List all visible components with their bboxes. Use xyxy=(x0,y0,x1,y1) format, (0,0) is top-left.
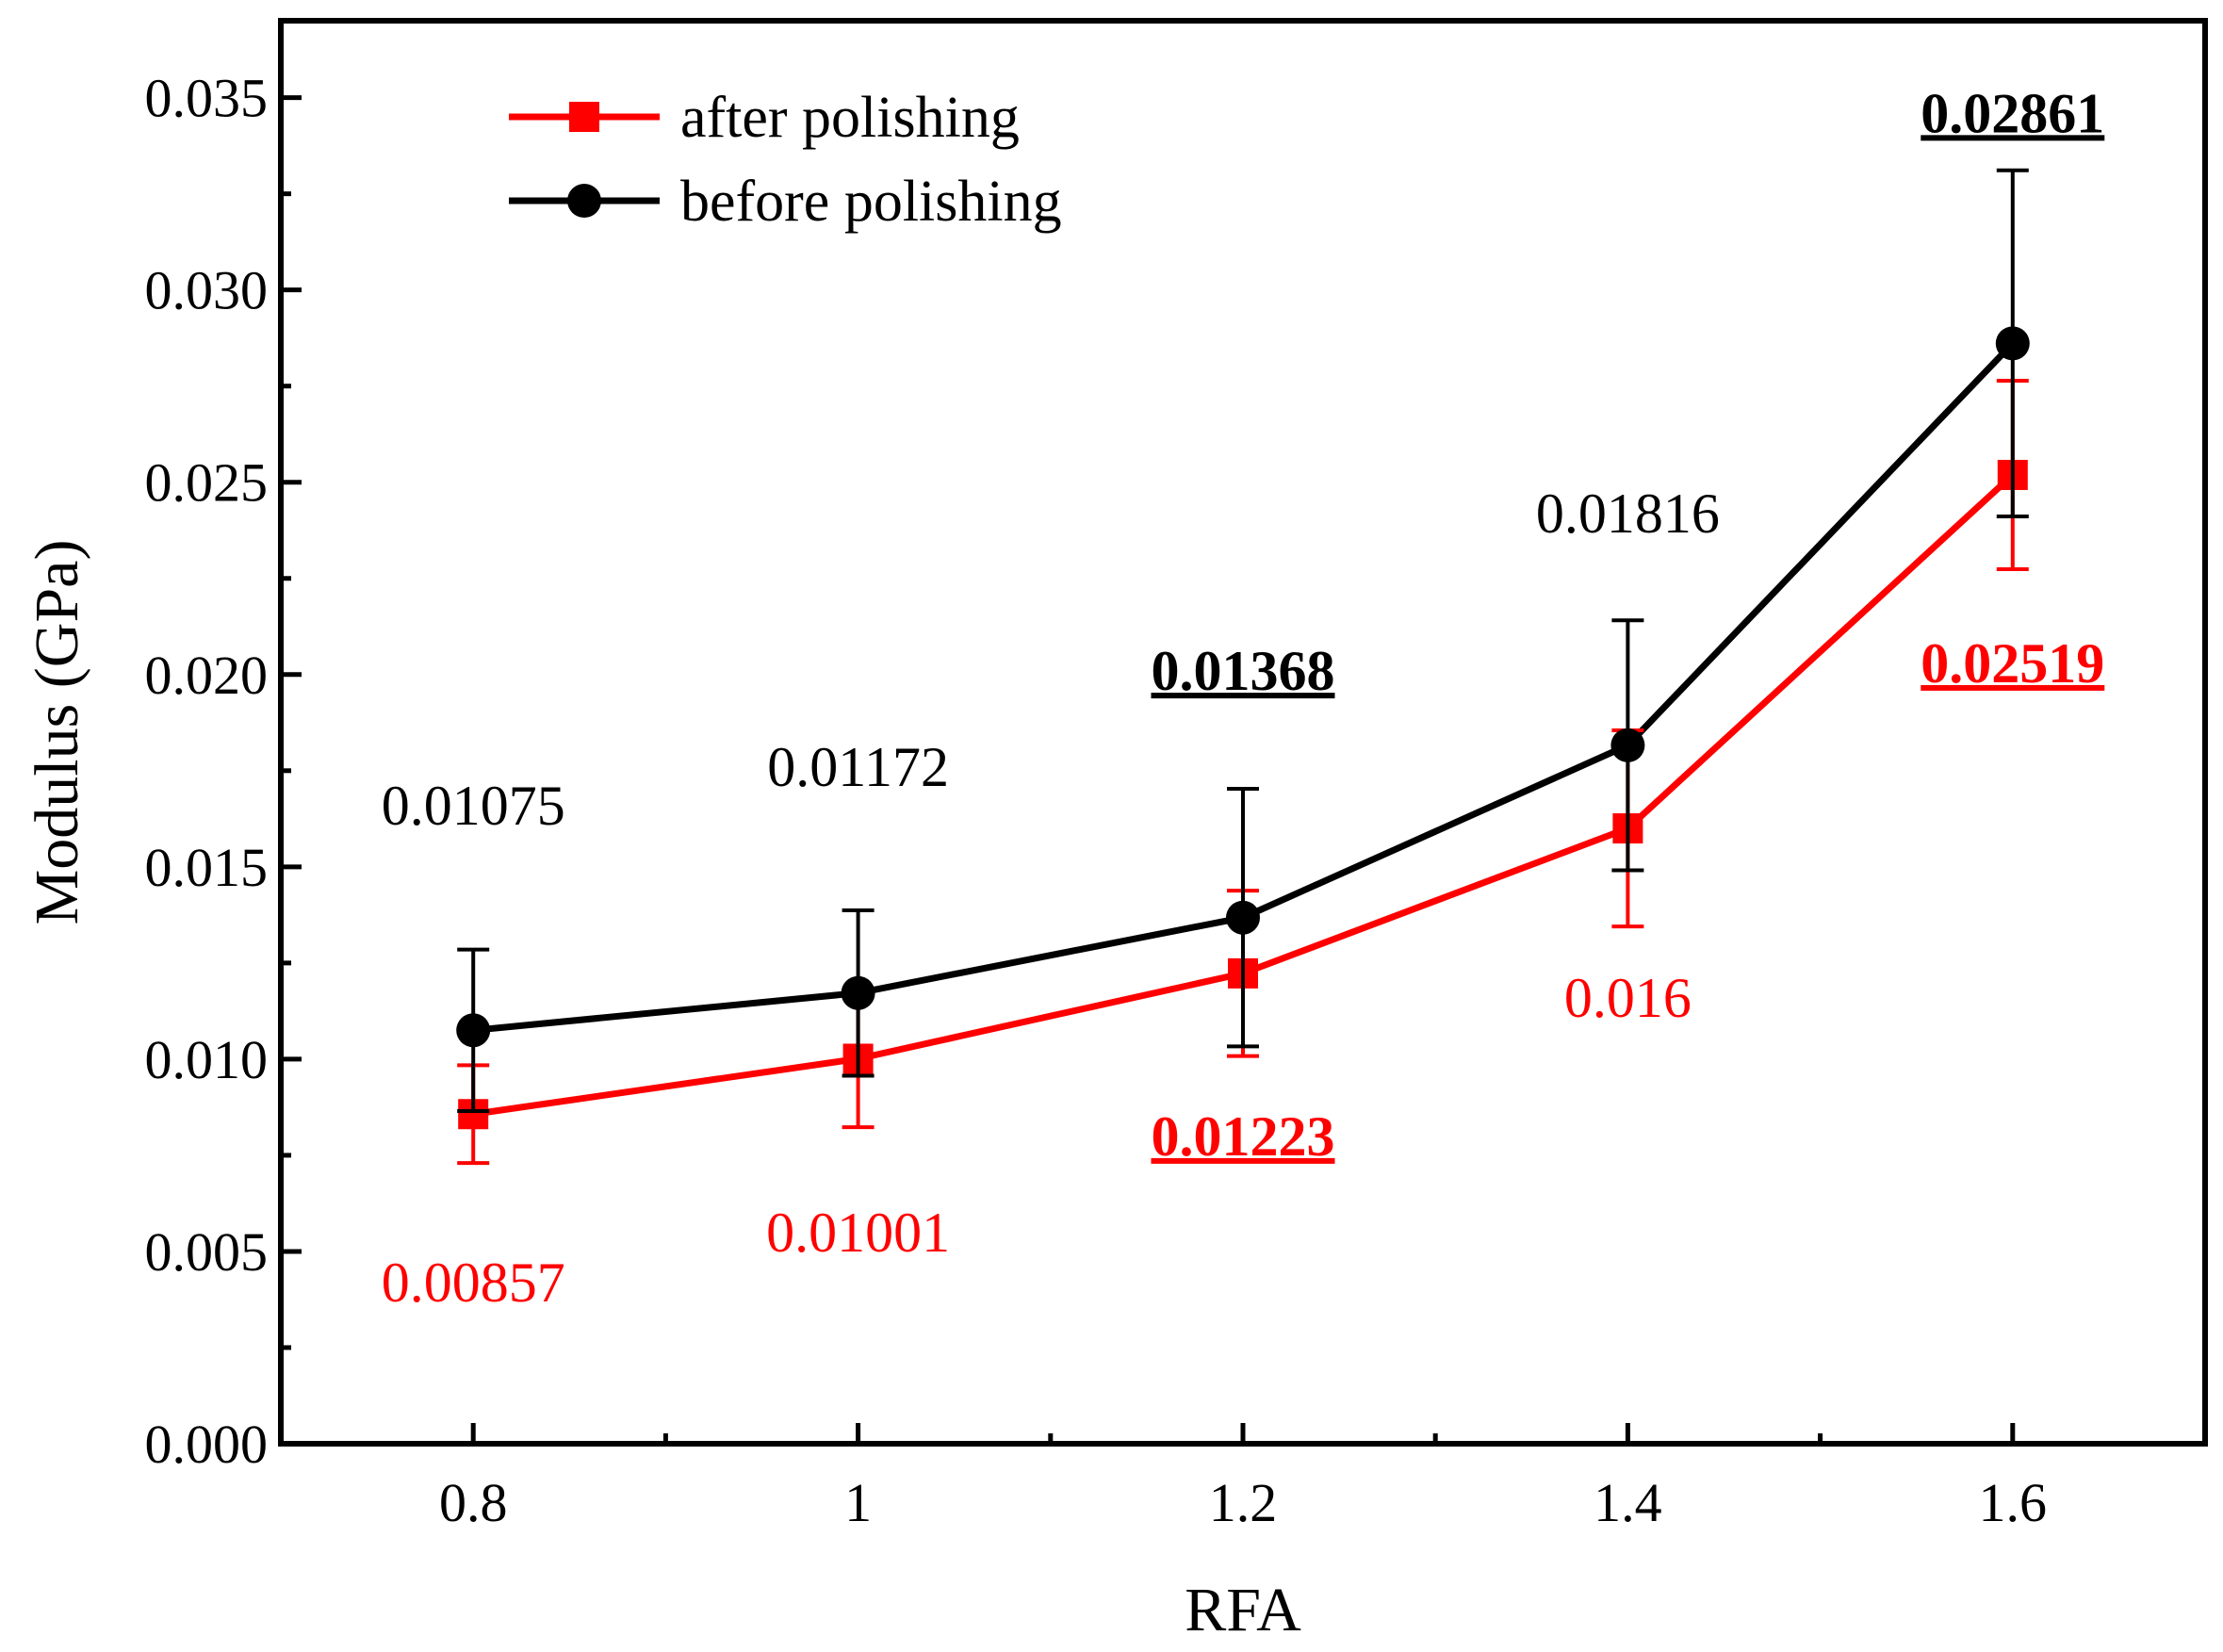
legend-marker-after-polishing xyxy=(569,102,599,132)
x-tick-label: 1 xyxy=(844,1472,872,1533)
data-label-after-polishing: 0.016 xyxy=(1564,967,1692,1029)
legend-label-before-polishing: before polishing xyxy=(680,170,1062,234)
data-label-after-polishing: 0.00857 xyxy=(382,1251,565,1314)
y-tick-label: 0.035 xyxy=(145,68,269,129)
x-axis-title: RFA xyxy=(1185,1576,1301,1644)
plot-frame xyxy=(278,18,2208,1447)
data-point-before-polishing xyxy=(456,1013,491,1048)
x-tick-label: 0.8 xyxy=(439,1472,508,1533)
y-tick-label: 0.015 xyxy=(145,837,269,898)
data-label-before-polishing: 0.02861 xyxy=(1921,82,2104,144)
legend-marker-before-polishing xyxy=(567,184,601,218)
y-tick-label: 0.025 xyxy=(145,452,269,514)
data-label-after-polishing: 0.01223 xyxy=(1152,1105,1335,1168)
y-tick-label: 0.030 xyxy=(145,260,269,321)
x-tick-label: 1.4 xyxy=(1594,1472,1662,1533)
data-label-before-polishing: 0.01816 xyxy=(1536,483,1720,545)
data-label-after-polishing: 0.01001 xyxy=(766,1202,950,1264)
y-axis-title: Modulus (GPa) xyxy=(23,540,91,925)
data-point-before-polishing xyxy=(841,975,875,1010)
data-label-before-polishing: 0.01368 xyxy=(1152,640,1335,702)
y-tick-label: 0.000 xyxy=(145,1414,269,1475)
x-tick-label: 1.6 xyxy=(1979,1472,2048,1533)
data-label-before-polishing: 0.01075 xyxy=(382,775,565,837)
legend-label-after-polishing: after polishing xyxy=(680,86,1020,150)
x-tick-label: 1.2 xyxy=(1209,1472,1278,1533)
data-label-after-polishing: 0.02519 xyxy=(1921,632,2104,695)
y-tick-label: 0.020 xyxy=(145,645,269,706)
y-tick-label: 0.005 xyxy=(145,1221,269,1283)
data-point-before-polishing xyxy=(1226,900,1260,935)
data-point-before-polishing xyxy=(1995,326,2030,361)
y-tick-label: 0.010 xyxy=(145,1029,269,1090)
data-point-before-polishing xyxy=(1610,728,1645,762)
data-label-before-polishing: 0.01172 xyxy=(767,736,949,798)
